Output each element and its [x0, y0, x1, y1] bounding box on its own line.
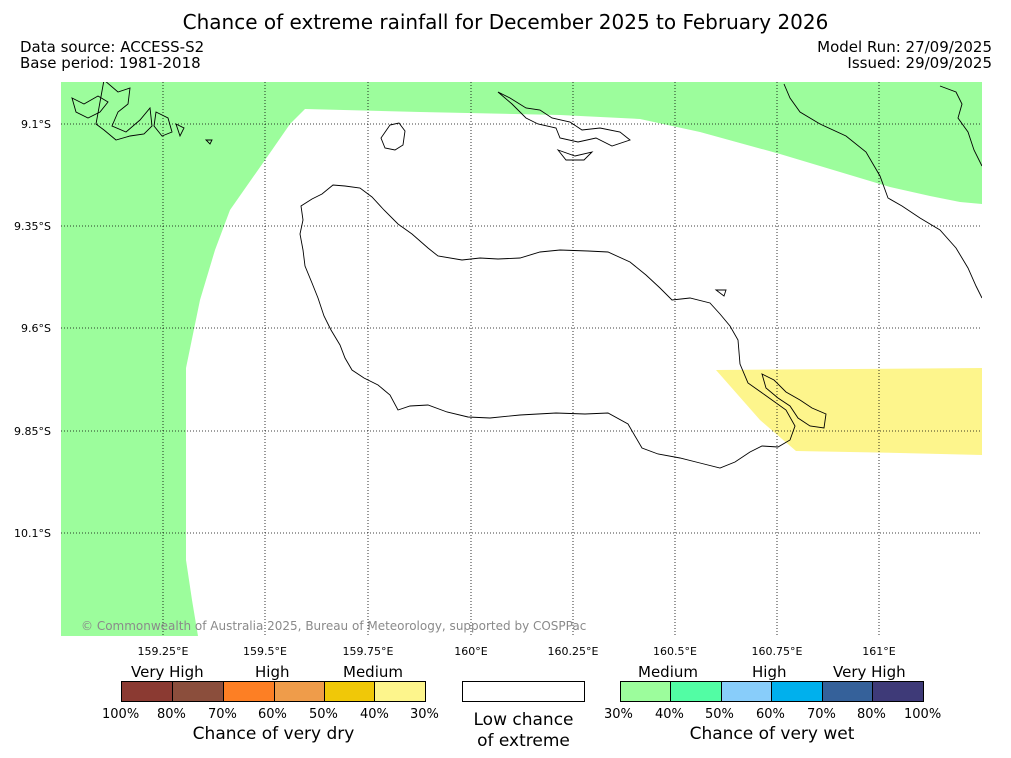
- chart-title: Chance of extreme rainfall for December …: [182, 10, 829, 34]
- wet-swatch: [872, 681, 924, 702]
- dry-tick: 100%: [102, 707, 140, 722]
- wet-tick: 60%: [756, 707, 785, 722]
- wet-swatch: [721, 681, 772, 702]
- lon-label: 159.75°E: [343, 645, 394, 658]
- savo-island-coast: [380, 122, 406, 151]
- model-run: Model Run: 27/09/2025: [817, 38, 992, 56]
- dry-swatch: [121, 681, 173, 702]
- lat-label: 9.6°S: [21, 322, 51, 335]
- latitude-labels: 9.1°S 9.35°S 9.6°S 9.85°S 10.1°S: [14, 118, 51, 540]
- issued-date: Issued: 29/09/2025: [847, 54, 992, 72]
- dry-swatch: [274, 681, 325, 702]
- lat-label: 9.1°S: [21, 118, 51, 131]
- wet-tick: 80%: [857, 707, 886, 722]
- longitude-labels: 159.25°E 159.5°E 159.75°E 160°E 160.25°E…: [138, 645, 896, 658]
- coastlines: [71, 82, 982, 469]
- dry-category-label: High: [255, 663, 290, 681]
- lon-label: 159.25°E: [138, 645, 189, 658]
- graticule: [61, 82, 982, 636]
- marau-islets-coast: [714, 289, 827, 429]
- wet-swatch: [822, 681, 873, 702]
- dry-tick: 70%: [208, 707, 237, 722]
- wet-swatch: [620, 681, 671, 702]
- lon-label: 159.5°E: [243, 645, 287, 658]
- dry-swatch: [324, 681, 375, 702]
- meta-left: Data source: ACCESS-S2 Base period: 1981…: [20, 39, 204, 71]
- meta-right: Model Run: 27/09/2025 Issued: 29/09/2025: [817, 39, 992, 71]
- wet-tick: 100%: [904, 707, 942, 722]
- dry-tick: 80%: [157, 707, 186, 722]
- wet-category-label: High: [752, 663, 787, 681]
- lon-label: 160.25°E: [548, 645, 599, 658]
- dry-category-label: Very High: [131, 663, 204, 681]
- dry-tick: 30%: [410, 707, 439, 722]
- neutral-caption-line1: Low chance: [473, 710, 574, 730]
- dry-swatch: [374, 681, 426, 702]
- dry-swatch: [223, 681, 275, 702]
- wet-swatch: [771, 681, 823, 702]
- map-area: [61, 82, 982, 636]
- russell-islands-coast: [71, 82, 213, 145]
- wet-category-label: Very High: [833, 663, 906, 681]
- copyright-notice: © Commonwealth of Australia 2025, Bureau…: [81, 619, 587, 633]
- dry-tick: 60%: [258, 707, 287, 722]
- wet-tick: 30%: [604, 707, 633, 722]
- lat-label: 9.85°S: [14, 425, 51, 438]
- lon-label: 160.75°E: [752, 645, 803, 658]
- dry-category-label: Medium: [343, 663, 403, 681]
- base-period: Base period: 1981-2018: [20, 54, 201, 72]
- dry-tick: 50%: [309, 707, 338, 722]
- lat-label: 10.1°S: [14, 527, 51, 540]
- wet-tick: 70%: [807, 707, 836, 722]
- wet-medium-region-west: [61, 82, 982, 636]
- data-source: Data source: ACCESS-S2: [20, 38, 205, 56]
- dry-caption: Chance of very dry: [192, 724, 355, 744]
- lon-label: 161°E: [862, 645, 895, 658]
- florida-islands-coast: [497, 91, 631, 161]
- lon-label: 160.5°E: [653, 645, 697, 658]
- ngella-north-coast: [939, 85, 982, 167]
- wet-caption: Chance of very wet: [689, 724, 855, 744]
- wet-tick: 50%: [705, 707, 734, 722]
- wet-swatch: [670, 681, 722, 702]
- dry-tick: 40%: [360, 707, 389, 722]
- dry-swatch: [172, 681, 224, 702]
- wet-tick: 40%: [655, 707, 684, 722]
- guadalcanal-coast: [299, 184, 796, 469]
- malaita-coast: [783, 83, 982, 299]
- wet-category-label: Medium: [638, 663, 698, 681]
- lat-label: 9.35°S: [14, 220, 51, 233]
- neutral-caption-line2: of extreme: [477, 731, 570, 751]
- neutral-swatch: [462, 681, 585, 702]
- lon-label: 160°E: [454, 645, 487, 658]
- dry-medium-region: [716, 368, 982, 455]
